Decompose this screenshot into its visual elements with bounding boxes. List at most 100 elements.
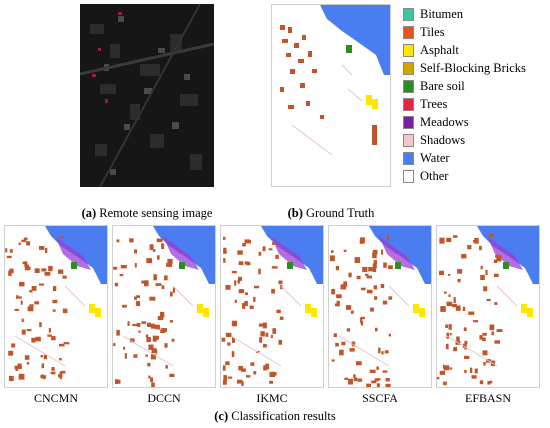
tile-building xyxy=(485,269,488,276)
tile-building xyxy=(335,342,339,347)
tile-building xyxy=(153,335,159,340)
legend-label: Shadows xyxy=(420,132,466,147)
tile-building xyxy=(446,237,452,243)
tile-building xyxy=(453,297,456,303)
legend-item-bare-soil: Bare soil xyxy=(403,77,465,95)
tile-building xyxy=(440,306,446,312)
tile-building xyxy=(14,308,19,311)
tile-building xyxy=(494,340,500,344)
tile-building xyxy=(9,268,14,274)
legend-label: Other xyxy=(420,168,449,183)
tile-building xyxy=(48,327,51,333)
tile-building xyxy=(35,336,41,342)
tile-building xyxy=(260,331,265,337)
tile-building xyxy=(351,341,356,347)
tile-building xyxy=(27,306,34,312)
tile-building xyxy=(372,252,377,259)
tile-building xyxy=(265,363,270,370)
tile-building xyxy=(114,282,118,287)
tile-building xyxy=(385,378,390,382)
tile-building xyxy=(496,329,503,332)
tile-building xyxy=(21,318,24,323)
tile-building xyxy=(378,347,381,354)
asphalt-patch xyxy=(305,304,311,313)
tile-building xyxy=(374,378,379,382)
legend-swatch xyxy=(403,79,414,93)
bare-soil-patch xyxy=(179,262,185,269)
tile-building xyxy=(343,281,348,287)
tile-building xyxy=(170,291,173,297)
tile-building xyxy=(467,245,472,250)
tile-building xyxy=(462,306,466,311)
tile-building xyxy=(45,248,48,253)
legend-swatch xyxy=(403,97,414,111)
tile-building xyxy=(331,250,334,253)
tile-building xyxy=(242,303,246,309)
tile-building xyxy=(40,355,44,358)
tile-building xyxy=(346,328,350,332)
tile-building xyxy=(238,366,243,371)
tile-building xyxy=(348,272,352,278)
tile-building xyxy=(241,381,244,386)
tile-building xyxy=(388,265,393,269)
tile-building xyxy=(8,350,14,356)
tile-building xyxy=(496,255,502,262)
shadow-lines xyxy=(230,285,302,367)
tile-building xyxy=(151,382,155,387)
tile-building xyxy=(43,376,46,380)
method-label-efbasn: EFBASN xyxy=(464,391,511,405)
tile-building xyxy=(443,381,447,386)
tile-building xyxy=(453,347,457,352)
tile-building xyxy=(274,372,277,376)
bare-soil-patch xyxy=(71,262,77,269)
tile-building xyxy=(59,236,65,239)
asphalt-patch xyxy=(89,304,95,313)
tile-building xyxy=(31,286,37,291)
legend-item-tiles: Tiles xyxy=(403,23,445,41)
tile-building xyxy=(52,299,58,304)
result-panel-efbasn xyxy=(436,225,540,388)
tile-building xyxy=(225,332,232,337)
tile-building xyxy=(366,275,372,279)
tile-building xyxy=(22,261,26,264)
tile-building xyxy=(253,296,256,302)
tile-building xyxy=(369,369,376,373)
legend-swatch xyxy=(403,169,414,183)
tile-building xyxy=(223,247,227,254)
tile-building xyxy=(472,320,478,323)
tile-building xyxy=(253,371,257,375)
bare-soil-patch xyxy=(503,262,509,269)
tile-building xyxy=(132,324,137,327)
tile-building xyxy=(331,359,335,362)
tile-building xyxy=(39,246,45,250)
tile-building xyxy=(468,311,475,315)
tile-building xyxy=(119,274,124,277)
tile-building xyxy=(59,371,63,378)
tile-building xyxy=(234,280,237,286)
classification-map xyxy=(221,226,323,386)
tile-building xyxy=(341,341,346,346)
tile-building xyxy=(172,287,175,293)
tile-building xyxy=(249,305,254,309)
tile-building xyxy=(23,237,28,241)
tile-building xyxy=(461,253,467,259)
tile-building xyxy=(11,343,16,348)
tile-building xyxy=(250,362,255,366)
legend-swatch xyxy=(403,61,414,75)
tile-building xyxy=(161,328,167,333)
method-label-dccn: DCCN xyxy=(147,391,181,405)
tile-building xyxy=(480,265,483,270)
tile-building xyxy=(29,290,33,293)
tile-building xyxy=(123,346,126,350)
legend-item-meadows: Meadows xyxy=(403,113,469,131)
tile-building xyxy=(333,333,337,337)
tile-building xyxy=(457,269,463,274)
tile-building xyxy=(14,365,18,369)
tile-building xyxy=(268,248,273,251)
tile-building xyxy=(445,324,448,328)
tile-building xyxy=(360,237,365,244)
tile-building xyxy=(232,337,235,343)
tile-building xyxy=(24,261,28,267)
tile-building xyxy=(445,343,449,350)
tile-building xyxy=(156,238,163,243)
